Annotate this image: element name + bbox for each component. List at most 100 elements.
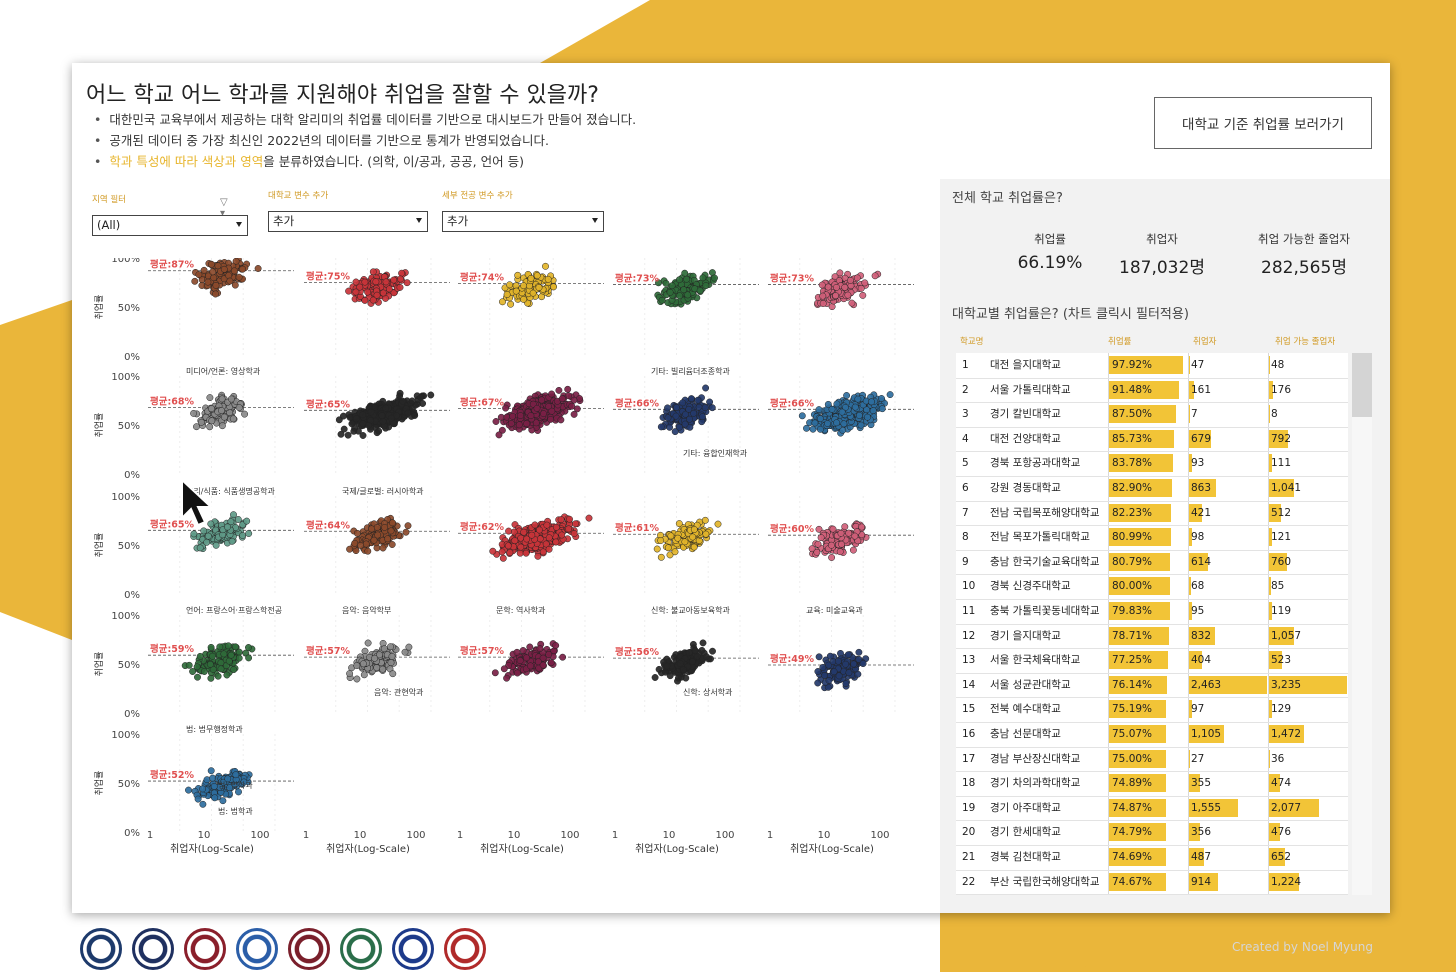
scatter-point[interactable]: [216, 643, 224, 651]
scatter-point[interactable]: [702, 282, 710, 290]
scatter-point[interactable]: [545, 534, 553, 542]
scatter-point[interactable]: [869, 407, 877, 415]
scatter-point[interactable]: [834, 657, 842, 665]
scatter-point[interactable]: [849, 546, 857, 554]
scatter-point[interactable]: [545, 545, 553, 553]
scatter-panel[interactable]: 평균:62%: [458, 496, 604, 594]
scatter-point[interactable]: [364, 547, 372, 555]
scatter-point[interactable]: [396, 283, 404, 291]
scatter-point[interactable]: [836, 548, 844, 556]
scatter-point[interactable]: [672, 412, 680, 420]
scatter-point[interactable]: [235, 654, 243, 662]
scatter-point[interactable]: [362, 540, 370, 548]
scatter-point[interactable]: [241, 410, 249, 418]
scatter-panel[interactable]: 평균:75%: [304, 258, 450, 356]
scatter-point[interactable]: [359, 411, 367, 419]
scatter-point[interactable]: [855, 412, 863, 419]
scatter-point[interactable]: [212, 290, 219, 298]
scatter-point[interactable]: [534, 552, 542, 560]
scatter-panel[interactable]: 평균:73%: [768, 258, 914, 356]
scatter-point[interactable]: [816, 425, 824, 433]
univ-table[interactable]: 1 대전 을지대학교 97.92% 47 48 2 서울 가톨릭대학교 91.48% 161 17…: [956, 353, 1348, 895]
scatter-point[interactable]: [206, 660, 214, 668]
scatter-point[interactable]: [226, 277, 234, 285]
scatter-point[interactable]: [859, 660, 867, 668]
scatter-point[interactable]: [864, 413, 871, 421]
scatter-point[interactable]: [689, 533, 697, 541]
table-row[interactable]: 11 충북 가톨릭꽃동네대학교 79.83% 95 119: [956, 599, 1348, 625]
scatter-point[interactable]: [232, 258, 240, 265]
scatter-point[interactable]: [517, 543, 525, 551]
scatter-point[interactable]: [243, 517, 251, 525]
scatter-point[interactable]: [491, 669, 499, 677]
scatter-point[interactable]: [818, 281, 826, 289]
scatter-point[interactable]: [676, 660, 684, 667]
scatter-point[interactable]: [664, 414, 672, 422]
scatter-point[interactable]: [558, 395, 566, 403]
scatter-point[interactable]: [868, 398, 875, 406]
scatter-point[interactable]: [676, 292, 684, 300]
scatter-point[interactable]: [681, 269, 689, 277]
scatter-point[interactable]: [218, 422, 226, 430]
scatter-point[interactable]: [212, 541, 220, 549]
scatter-point[interactable]: [231, 643, 239, 651]
scatter-point[interactable]: [547, 415, 555, 423]
column-header-employed[interactable]: 취업자: [1193, 337, 1217, 347]
column-header-rate[interactable]: 취업률: [1108, 337, 1132, 347]
scatter-point[interactable]: [220, 650, 228, 658]
scatter-point[interactable]: [687, 395, 695, 403]
table-row[interactable]: 5 경북 포항공과대학교 83.78% 93 111: [956, 451, 1348, 477]
scatter-point[interactable]: [417, 394, 425, 402]
table-row[interactable]: 7 전남 국립목포해양대학교 82.23% 421 512: [956, 501, 1348, 527]
table-row[interactable]: 15 전북 예수대학교 75.19% 97 129: [956, 697, 1348, 723]
scatter-point[interactable]: [500, 665, 508, 673]
region-filter-select[interactable]: (All): [92, 215, 248, 236]
scatter-point[interactable]: [511, 537, 519, 545]
scatter-point[interactable]: [674, 534, 682, 542]
scatter-point[interactable]: [709, 647, 716, 655]
scatter-point[interactable]: [230, 666, 238, 674]
scatter-point[interactable]: [385, 285, 393, 293]
scatter-point[interactable]: [857, 284, 865, 292]
scrollbar-thumb[interactable]: [1352, 353, 1372, 417]
scatter-point[interactable]: [498, 426, 506, 434]
scatter-point[interactable]: [372, 278, 380, 286]
scatter-point[interactable]: [675, 520, 683, 528]
table-row[interactable]: 3 경기 칼빈대학교 87.50% 7 8: [956, 402, 1348, 428]
table-row[interactable]: 1 대전 을지대학교 97.92% 47 48: [956, 353, 1348, 379]
scatter-point[interactable]: [352, 288, 360, 296]
scatter-point[interactable]: [505, 527, 513, 535]
scatter-point[interactable]: [388, 653, 396, 660]
scatter-point[interactable]: [206, 423, 214, 431]
scatter-point[interactable]: [212, 281, 220, 289]
scatter-point[interactable]: [218, 395, 226, 403]
scatter-point[interactable]: [193, 423, 200, 431]
scatter-grid[interactable]: 취업률100%50%0%취업률100%50%0%취업률100%50%0%취업률1…: [92, 258, 932, 903]
scatter-point[interactable]: [833, 400, 841, 408]
scatter-point[interactable]: [523, 535, 531, 543]
scatter-point[interactable]: [337, 430, 345, 438]
scatter-point[interactable]: [381, 523, 389, 531]
scatter-point[interactable]: [838, 408, 846, 416]
scatter-point[interactable]: [702, 653, 710, 661]
scatter-point[interactable]: [361, 296, 369, 304]
scatter-point[interactable]: [845, 669, 853, 677]
scatter-point[interactable]: [220, 265, 228, 273]
scatter-point[interactable]: [344, 431, 352, 439]
scatter-point[interactable]: [675, 423, 683, 431]
scatter-point[interactable]: [653, 545, 661, 553]
scatter-point[interactable]: [364, 288, 372, 296]
scatter-point[interactable]: [831, 273, 839, 281]
scatter-point[interactable]: [227, 395, 235, 403]
scatter-point[interactable]: [515, 421, 523, 429]
scatter-point[interactable]: [702, 530, 710, 538]
scatter-point[interactable]: [686, 415, 693, 423]
scatter-point[interactable]: [542, 262, 549, 270]
scatter-point[interactable]: [209, 774, 217, 782]
scatter-point[interactable]: [857, 421, 865, 429]
scatter-point[interactable]: [371, 654, 379, 662]
scatter-point[interactable]: [209, 268, 217, 276]
scatter-panel[interactable]: 평균:67%: [458, 376, 604, 474]
